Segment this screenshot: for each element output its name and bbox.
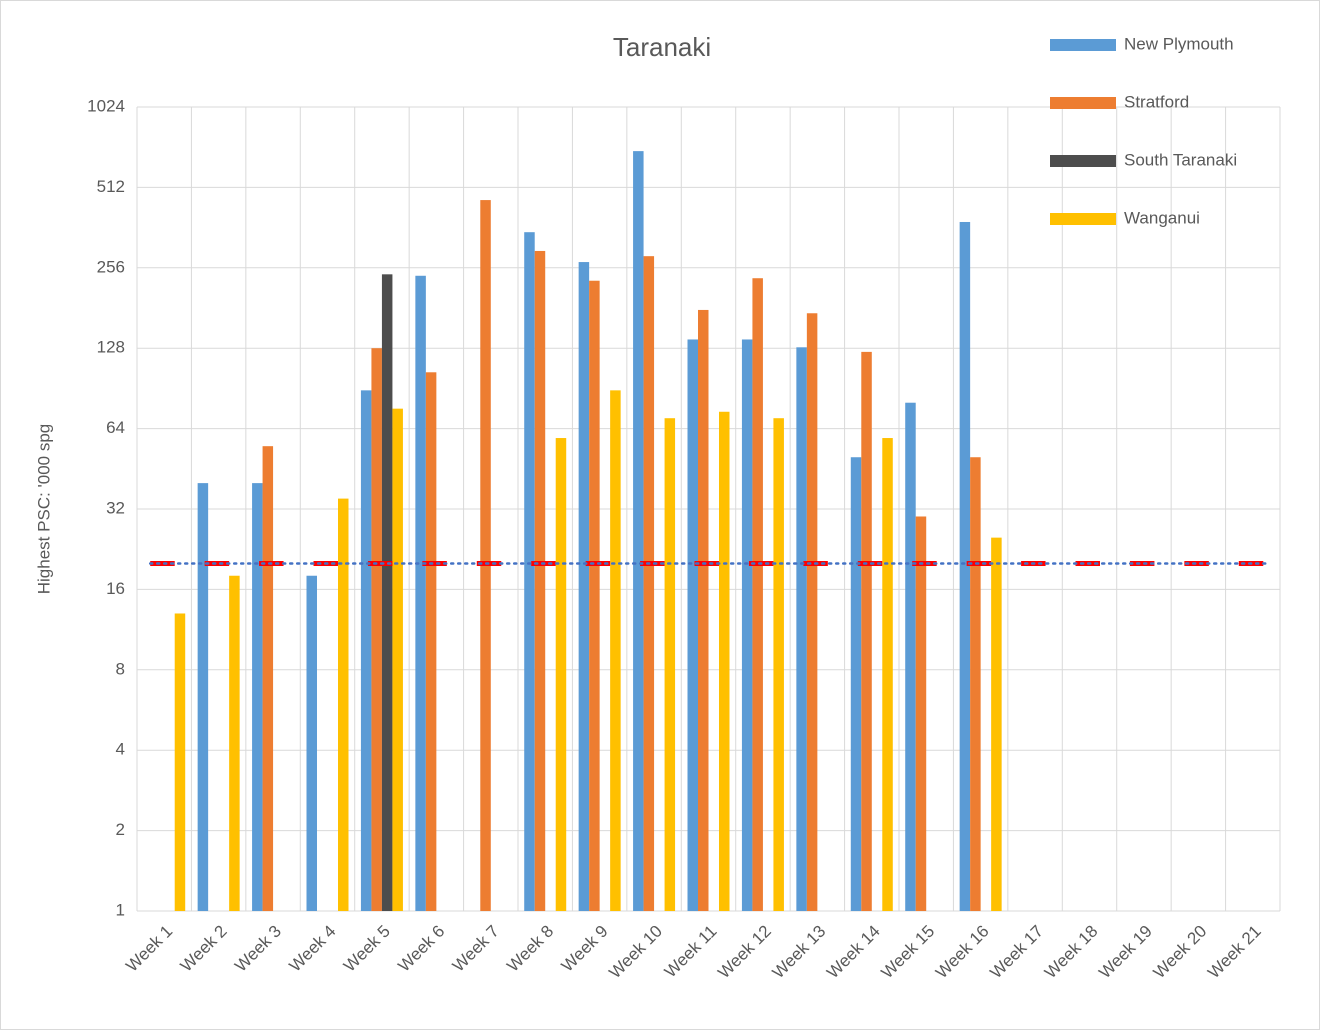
bar <box>252 483 263 911</box>
bar <box>633 151 644 911</box>
y-tick-label: 32 <box>106 498 125 517</box>
bar <box>578 262 590 911</box>
bar <box>741 339 753 912</box>
bar <box>371 348 382 911</box>
bar <box>174 613 186 911</box>
bar <box>425 372 437 911</box>
bar <box>415 275 426 912</box>
bar <box>698 309 709 911</box>
bar <box>773 418 784 911</box>
legend-label: Stratford <box>1124 92 1189 111</box>
bar <box>664 418 676 911</box>
bar <box>229 575 240 911</box>
legend-swatch <box>1050 39 1116 51</box>
legend-label: Wanganui <box>1124 208 1200 227</box>
legend-swatch <box>1050 213 1116 225</box>
y-tick-label: 1 <box>116 900 125 919</box>
bar <box>338 498 349 911</box>
chart-title: Taranaki <box>613 32 711 62</box>
y-tick-label: 1024 <box>87 96 125 115</box>
legend-swatch <box>1050 97 1116 109</box>
bar <box>905 402 916 911</box>
y-tick-label: 8 <box>116 659 125 678</box>
bar <box>534 250 546 911</box>
y-tick-label: 256 <box>97 257 125 276</box>
bar <box>555 438 567 911</box>
bar <box>959 221 971 911</box>
y-tick-label: 2 <box>116 820 125 839</box>
bar <box>915 516 927 911</box>
legend-label: South Taranaki <box>1124 150 1237 169</box>
bar <box>752 278 763 912</box>
bar <box>687 339 698 912</box>
legend-swatch <box>1050 155 1116 167</box>
bar <box>480 200 491 912</box>
y-tick-label: 64 <box>106 418 125 437</box>
bar <box>806 313 818 912</box>
bar <box>197 483 209 911</box>
bar <box>392 408 403 911</box>
bar <box>643 256 655 912</box>
bar <box>306 575 317 911</box>
y-tick-label: 4 <box>116 740 125 759</box>
bar <box>861 351 872 911</box>
y-tick-label: 128 <box>97 338 125 357</box>
bar <box>589 280 600 911</box>
bar <box>610 390 621 911</box>
bar <box>970 457 981 911</box>
y-tick-label: 512 <box>97 177 125 196</box>
y-tick-label: 16 <box>106 579 125 598</box>
bar <box>850 457 862 911</box>
bar <box>381 274 393 912</box>
y-axis-label: Highest PSC: '000 spg <box>34 424 53 595</box>
bar <box>262 446 274 911</box>
legend-label: New Plymouth <box>1124 34 1234 53</box>
bar <box>882 438 893 911</box>
bar <box>360 390 372 911</box>
bar <box>796 347 807 911</box>
bar <box>991 537 1002 911</box>
bar <box>524 232 535 911</box>
bar <box>719 411 730 911</box>
